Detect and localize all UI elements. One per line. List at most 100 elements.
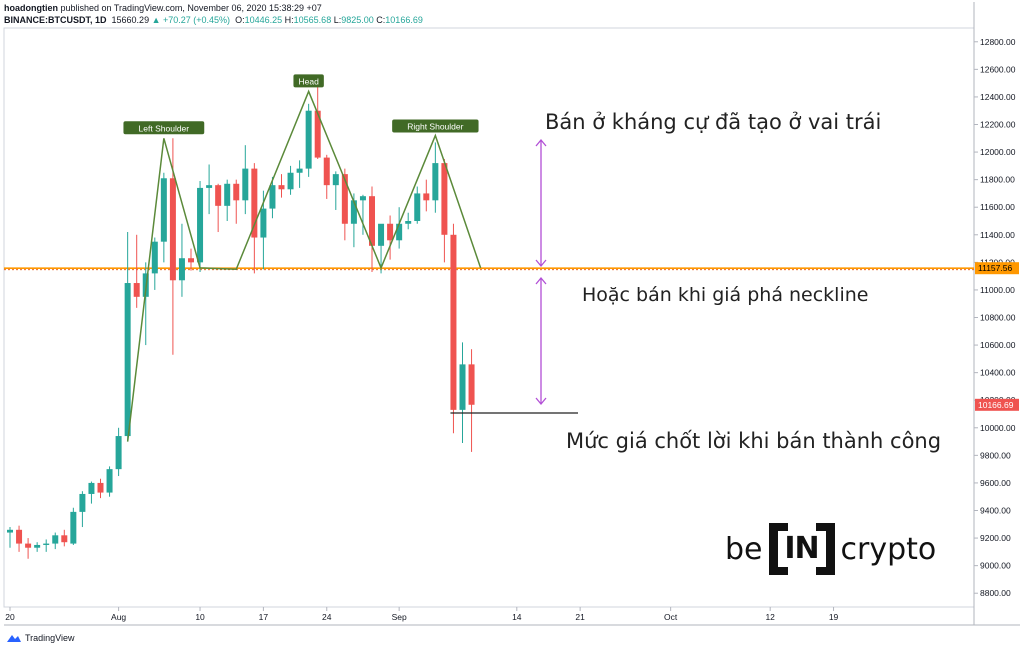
y-tick-label: 10600.00 <box>980 340 1016 350</box>
right-shoulder-label-bg <box>392 119 479 133</box>
ohlc-l-label: L: <box>333 15 342 25</box>
publish-text: published on TradingView.com, November 0… <box>60 3 322 13</box>
last-price-tag <box>975 398 1019 411</box>
target-arrow-head-top <box>535 276 547 285</box>
candle-body <box>269 185 276 209</box>
beincrypto-logo: be IN crypto <box>725 523 936 575</box>
candle-body <box>287 172 294 190</box>
candle-body <box>197 187 204 263</box>
y-tick-label: 11000.00 <box>980 285 1015 295</box>
y-tick-label: 11600.00 <box>980 202 1015 212</box>
publish-info: hoadongtien published on TradingView.com… <box>4 2 964 14</box>
logo-crypto: crypto <box>840 531 937 567</box>
x-tick-label: 24 <box>322 612 332 622</box>
candle-body <box>278 185 285 190</box>
right-shoulder-label: Right Shoulder <box>407 122 463 132</box>
candle-body <box>432 163 439 201</box>
logo-in: IN <box>784 531 819 566</box>
tradingview-icon <box>7 635 21 642</box>
candle-body <box>423 193 430 201</box>
x-tick-label: 20 <box>5 612 15 622</box>
y-tick-label: 12400.00 <box>980 92 1016 102</box>
y-tick-label: 12200.00 <box>980 120 1016 130</box>
chart-header: hoadongtien published on TradingView.com… <box>4 2 964 26</box>
x-tick-label: Aug <box>111 612 126 622</box>
candle-body <box>52 535 59 544</box>
tradingview-footer[interactable]: TradingView <box>6 633 75 643</box>
candle-body <box>151 241 158 274</box>
annotation-sell-neckline: Hoặc bán khi giá phá neckline <box>582 284 869 306</box>
candle-body <box>160 178 167 242</box>
resistance-arrow-head-bottom <box>535 259 547 268</box>
annotation-take-profit: Mức giá chốt lời khi bán thành công <box>566 429 942 453</box>
y-tick-label: 9400.00 <box>980 506 1011 516</box>
x-tick-label: Sep <box>392 612 407 622</box>
price-change: ▲ +70.27 (+0.45%) <box>151 15 231 25</box>
y-tick-label: 10800.00 <box>980 313 1016 323</box>
candle-body <box>378 223 385 246</box>
candle-body <box>124 283 131 437</box>
candle-body <box>369 196 375 246</box>
candle-body <box>314 110 321 158</box>
candle-body <box>405 221 412 224</box>
x-tick-label: 19 <box>829 612 839 622</box>
y-tick-label: 12600.00 <box>980 64 1016 74</box>
candle-body <box>341 174 348 224</box>
y-tick-label: 12000.00 <box>980 147 1016 157</box>
neckline-price-tag <box>975 262 1019 275</box>
ohlc-close: 10166.69 <box>385 15 423 25</box>
candle-body <box>242 168 249 201</box>
candle-body <box>468 364 475 405</box>
candle-body <box>70 511 77 544</box>
candle-body <box>387 223 394 241</box>
candle-body <box>34 544 41 548</box>
candle-body <box>25 543 32 548</box>
candle-body <box>450 234 457 410</box>
candle-body <box>43 543 50 545</box>
ohlc-h-label: H: <box>284 15 294 25</box>
candle-body <box>88 482 95 494</box>
author[interactable]: hoadongtien <box>4 3 58 13</box>
y-tick-label: 9800.00 <box>980 450 1011 460</box>
candle-body <box>115 436 122 470</box>
candle-body <box>224 183 231 206</box>
candle-body <box>61 535 68 543</box>
y-tick-label: 10000.00 <box>980 423 1016 433</box>
candle-body <box>359 196 366 201</box>
tradingview-brand: TradingView <box>25 633 75 643</box>
candle-body <box>459 364 466 410</box>
last-price-label: 10166.69 <box>978 400 1014 410</box>
symbol[interactable]: BINANCE:BTCUSDT, 1D <box>4 15 107 25</box>
left-shoulder-label: Left Shoulder <box>139 123 190 133</box>
logo-in-box: IN <box>768 523 835 575</box>
target-arrow-head-bottom <box>535 397 547 406</box>
head-label-bg <box>293 74 324 88</box>
candle-body <box>414 193 421 221</box>
symbol-info: BINANCE:BTCUSDT, 1D 15660.29 ▲ +70.27 (+… <box>4 14 964 26</box>
candle-body <box>305 110 312 169</box>
candle-body <box>332 174 339 186</box>
ohlc-open: 10446.25 <box>244 15 283 25</box>
annotation-sell-left-shoulder: Bán ở kháng cự đã tạo ở vai trái <box>545 110 882 134</box>
left-shoulder-label-bg <box>123 121 205 135</box>
head-label: Head <box>298 76 319 86</box>
x-tick-label: 17 <box>259 612 269 622</box>
candle-body <box>16 529 23 544</box>
candle-body <box>396 223 403 241</box>
candle-body <box>188 258 194 263</box>
candle-body <box>323 157 330 186</box>
candle-body <box>260 208 267 238</box>
candle-body <box>441 163 448 235</box>
candle-body <box>296 168 303 173</box>
y-tick-label: 10400.00 <box>980 368 1016 378</box>
y-tick-label: 9200.00 <box>980 533 1011 543</box>
ohlc-o-label: O: <box>235 15 245 25</box>
x-tick-label: Oct <box>664 612 678 622</box>
x-tick-label: 21 <box>575 612 585 622</box>
candle-body <box>133 283 140 297</box>
y-tick-label: 8800.00 <box>980 588 1011 598</box>
last-price: 15660.29 <box>111 15 150 25</box>
resistance-arrow-head-top <box>535 138 547 147</box>
y-tick-label: 11800.00 <box>980 175 1015 185</box>
